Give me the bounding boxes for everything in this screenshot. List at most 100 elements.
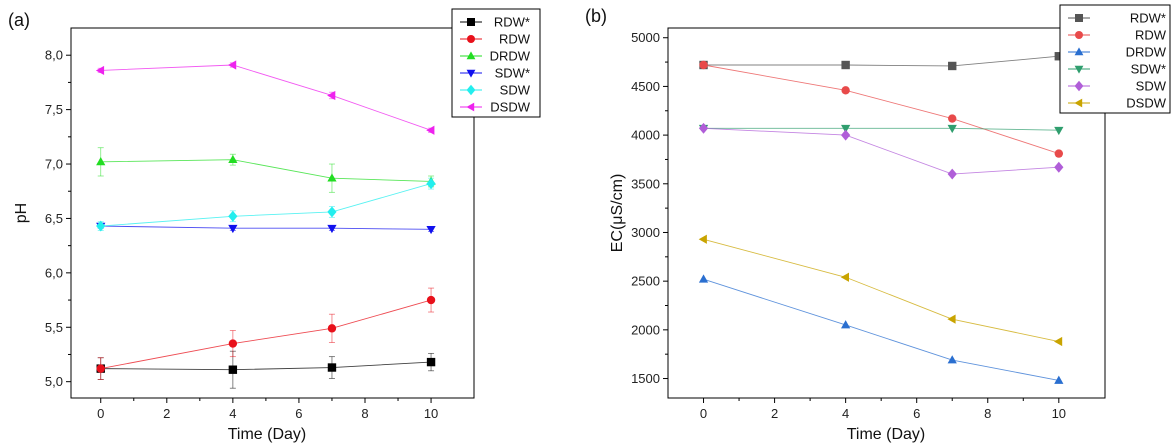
legend-label: DRDW bbox=[490, 49, 531, 64]
data-point bbox=[228, 60, 237, 70]
legend-label: DRDW bbox=[1126, 45, 1167, 60]
panel-label-a: (a) bbox=[8, 10, 30, 30]
y-tick-label: 2000 bbox=[631, 322, 660, 337]
x-tick-label: 8 bbox=[984, 406, 991, 421]
legend-marker bbox=[466, 102, 475, 112]
data-point bbox=[947, 355, 957, 364]
panel-label-b: (b) bbox=[585, 6, 607, 26]
data-point bbox=[96, 364, 105, 373]
series-rdw-star bbox=[96, 350, 436, 389]
y-tick-label: 5000 bbox=[631, 30, 660, 45]
plot-frame-b bbox=[667, 27, 1106, 399]
y-axis-label-a: pH bbox=[13, 203, 30, 223]
x-tick-label: 2 bbox=[771, 406, 778, 421]
legend-box-a bbox=[451, 8, 541, 118]
data-point bbox=[327, 324, 337, 333]
data-point bbox=[327, 224, 337, 234]
x-tick-label: 2 bbox=[163, 406, 170, 421]
x-tick-label: 4 bbox=[229, 406, 236, 421]
data-point bbox=[698, 234, 707, 244]
data-point bbox=[947, 314, 956, 324]
y-tick-label: 4500 bbox=[631, 79, 660, 94]
plot-frame-a bbox=[70, 27, 475, 399]
data-point bbox=[327, 363, 337, 372]
x-tick-label: 6 bbox=[295, 406, 302, 421]
legend-a: RDW* RDW DRDW SDW* SDW DSDW bbox=[451, 8, 541, 118]
y-axis-label-b: EC(μS/cm) bbox=[609, 174, 626, 253]
legend-label: SDW* bbox=[495, 66, 530, 81]
data-point bbox=[841, 86, 850, 95]
chart-a: (a) 0 2 4 6 8 10 5,0 5,5 6,0 6,5 7,0 7,5 8,0 Time (… bbox=[8, 8, 541, 443]
data-point bbox=[426, 357, 436, 367]
data-point bbox=[841, 60, 850, 70]
x-tick-label: 10 bbox=[424, 406, 438, 421]
legend-marker bbox=[467, 35, 475, 43]
y-tick-label: 7,5 bbox=[45, 102, 63, 117]
x-axis-label-a: Time (Day) bbox=[228, 426, 307, 443]
data-point bbox=[1053, 336, 1063, 347]
data-point bbox=[228, 210, 238, 222]
legend-marker bbox=[1074, 80, 1084, 92]
data-point bbox=[841, 320, 851, 329]
legend-items-b: RDW* RDW DRDW SDW* SDW DSDW bbox=[1068, 11, 1167, 111]
y-tick-label: 4000 bbox=[631, 128, 660, 143]
data-point bbox=[947, 124, 957, 134]
data-point bbox=[95, 65, 105, 76]
x-tick-label: 6 bbox=[913, 406, 920, 421]
series-sdw-star bbox=[698, 124, 1064, 136]
x-tick-label: 10 bbox=[1052, 406, 1066, 421]
x-tick-label: 8 bbox=[361, 406, 368, 421]
data-point bbox=[1054, 126, 1064, 136]
chart-b: (b) 0 2 4 6 8 10 1500 2000 2500 3000 3500 4000 4500… bbox=[585, 4, 1171, 443]
legend-label: SDW* bbox=[1131, 62, 1166, 77]
data-point bbox=[96, 157, 106, 166]
data-point bbox=[228, 339, 238, 348]
series-line bbox=[100, 183, 432, 227]
y-tick-label: 7,0 bbox=[45, 157, 63, 172]
data-point bbox=[948, 114, 957, 123]
legend-label: DSDW bbox=[490, 100, 530, 115]
data-point bbox=[426, 295, 436, 305]
x-ticks-b: 0 2 4 6 8 10 bbox=[700, 398, 1066, 421]
series-sdw-star bbox=[96, 222, 436, 235]
series-line bbox=[703, 127, 1059, 175]
x-ticks-a: 0 2 4 6 8 10 bbox=[97, 398, 438, 421]
series-line bbox=[100, 225, 432, 230]
data-point bbox=[841, 124, 851, 134]
y-tick-label: 5,5 bbox=[45, 320, 63, 335]
data-point bbox=[426, 225, 436, 235]
y-tick-label: 2500 bbox=[631, 274, 660, 289]
legend-label: RDW* bbox=[1130, 11, 1166, 26]
series-dsdw bbox=[698, 234, 1063, 347]
data-point bbox=[426, 178, 436, 190]
legend-marker bbox=[466, 69, 476, 78]
y-tick-label: 8,0 bbox=[45, 48, 63, 63]
series-drdw bbox=[96, 147, 436, 193]
series-line bbox=[703, 127, 1059, 131]
series-sdw bbox=[96, 177, 436, 232]
y-tick-label: 3500 bbox=[631, 176, 660, 191]
legend-marker bbox=[1074, 47, 1084, 56]
data-point bbox=[1054, 149, 1064, 158]
data-point bbox=[948, 61, 957, 71]
legend-marker bbox=[466, 51, 476, 60]
legend-marker bbox=[1074, 65, 1084, 74]
data-point bbox=[947, 168, 957, 180]
data-point bbox=[228, 154, 238, 164]
data-point bbox=[327, 90, 336, 101]
legend-marker bbox=[1075, 14, 1083, 22]
y-tick-label: 5,0 bbox=[45, 374, 63, 389]
x-tick-label: 0 bbox=[700, 406, 707, 421]
legend-marker bbox=[1075, 31, 1083, 39]
x-axis-label-b: Time (Day) bbox=[847, 426, 926, 443]
legend-label: RDW bbox=[1135, 28, 1167, 43]
x-tick-label: 4 bbox=[842, 406, 849, 421]
y-ticks-a: 5,0 5,5 6,0 6,5 7,0 7,5 8,0 bbox=[45, 48, 71, 389]
legend-label: SDW bbox=[1136, 79, 1167, 94]
data-point bbox=[698, 122, 709, 134]
series-line bbox=[100, 299, 432, 370]
series-line bbox=[703, 64, 1059, 155]
series-line bbox=[100, 159, 432, 182]
series-line bbox=[703, 278, 1059, 381]
